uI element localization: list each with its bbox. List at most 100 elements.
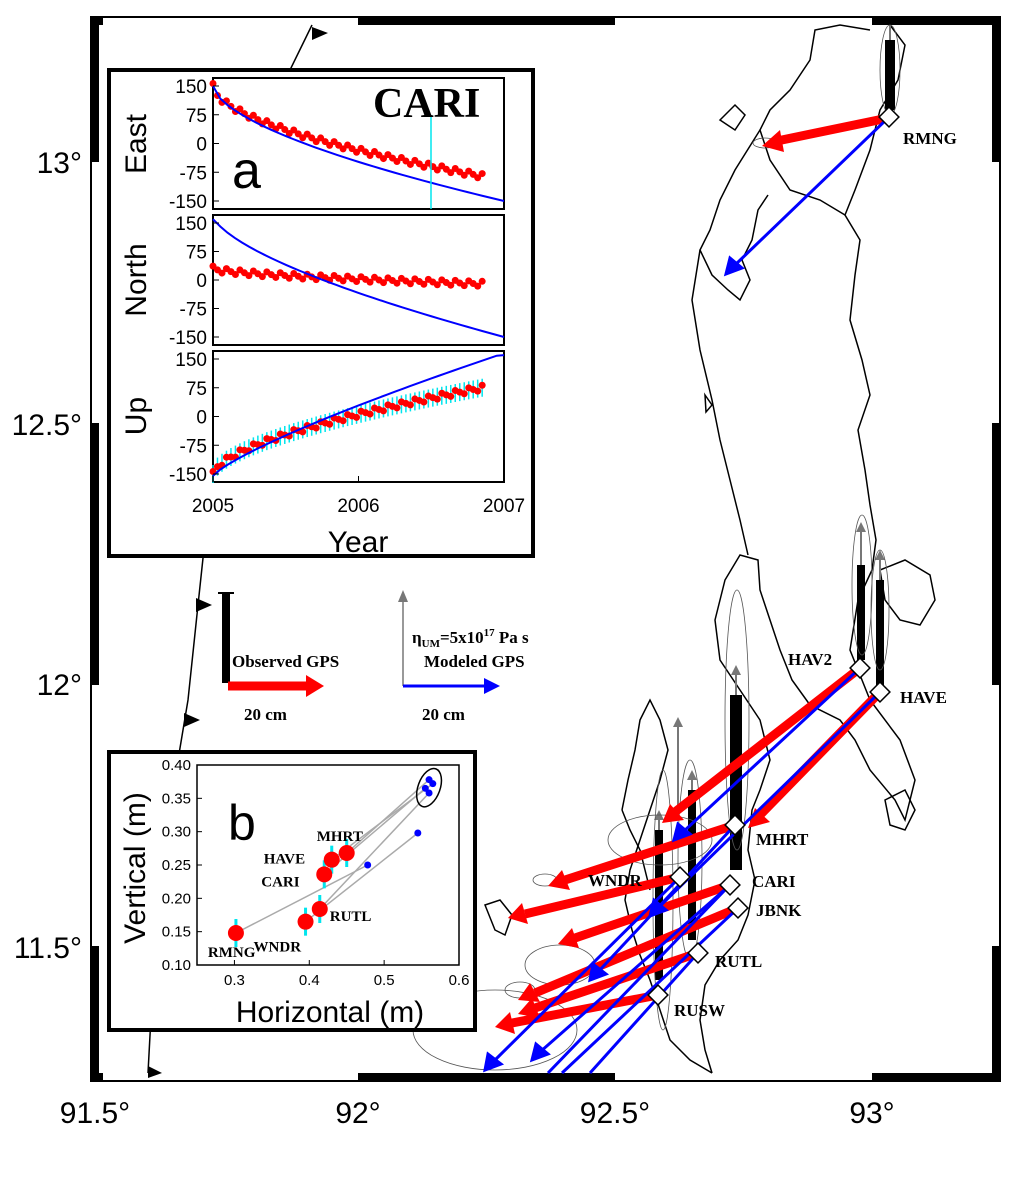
station-markers [647,106,900,1006]
modeled-point [364,861,372,869]
inset-a-obs-point [393,404,401,412]
inset-b-x-tick: 0.3 [224,972,245,989]
north-label: North [120,243,153,316]
inset-a-obs-point [460,171,468,179]
inset-a-y-tick: 150 [175,214,207,235]
east-subplot [212,77,505,210]
inset-a-y-tick: -75 [180,300,207,321]
inset-a-obs-point [339,417,347,425]
inset-a-obs-point [263,117,271,125]
inset-a-obs-point [474,174,482,182]
station-marker [687,942,709,964]
station-label: RMNG [903,129,957,148]
lon-tick: 91.5° [60,1097,130,1130]
vertical-axis-label: Vertical (m) [119,792,152,944]
inset-a-obs-point [474,387,482,395]
station-marker [869,681,891,703]
inset-a-obs-point [433,281,441,289]
inset-a-obs-point [460,282,468,290]
panel-letter-a: a [232,142,261,200]
station-label: HAVE [900,688,947,707]
inset-a-obs-point [406,401,414,409]
thrust-tooth-icon [148,1066,162,1078]
inset-a-obs-point [254,116,262,124]
inset-a-obs-point [353,278,361,286]
station-marker [849,657,871,679]
inset-a-x-tick: 2006 [337,496,379,517]
inset-a-obs-point [281,126,289,134]
inset-a-obs-point [406,280,414,288]
observed-arrow [508,872,682,924]
vertical-bar [876,580,884,690]
legend-observed: Observed GPS 20 cm [218,592,339,724]
coastline [484,24,936,1074]
observed-arrow [518,903,740,1002]
observed-point-label: CARI [261,874,299,890]
observed-point-label: RUTL [330,909,372,925]
observed-arrow [662,664,863,823]
panel-letter-b: b [228,795,256,851]
inset-b-x-tick: 0.6 [449,972,470,989]
inset-a-y-tick: 0 [196,135,207,156]
station-marker [878,106,900,128]
inset-a-obs-point [209,80,217,87]
inset-a-obs-point [447,169,455,177]
inset-a-obs-point [433,395,441,403]
inset-a-obs-point [478,277,486,285]
inset-a-y-tick: 75 [186,379,207,400]
modeled-point [414,829,422,837]
inset-b: 0.3 0.4 0.5 0.6 0.40 0.35 0.30 0.25 0.20 0.15 0.10… [107,750,477,1032]
station-marker [719,874,741,896]
inset-a-obs-point [366,151,374,159]
observed-point [311,901,328,917]
observed-scale: 20 cm [244,705,287,724]
station-label: RUTL [715,952,762,971]
inset-a-obs-point [218,269,226,277]
inset-b-y-tick: 0.30 [162,824,191,841]
inset-a-obs-point [366,410,374,418]
inset-b-y-tick: 0.35 [162,790,191,807]
inset-a-obs-point [420,280,428,288]
inset-a-obs-point [447,392,455,400]
inset-a-obs-point [276,122,284,130]
inset-a-model-line [212,85,505,202]
observed-point [227,925,244,941]
inset-a-obs-point [326,420,334,428]
latitude-labels: 13° 12.5° 12° 11.5° [12,147,82,965]
thrust-tooth-icon [184,713,200,727]
inset-a-ticks: 150750-75-150150750-75-150150750-75-1502… [169,77,525,517]
inset-a-obs-point [478,381,486,389]
inset-a-y-tick: 75 [186,243,207,264]
inset-a-obs-point [366,278,374,286]
inset-a-obs-point [339,277,347,285]
map-frame [90,16,1001,1082]
inset-a-obs-point [393,279,401,287]
modeled-label: Modeled GPS [424,652,525,671]
legend-modeled: ηUM=5x1017 Pa s Modeled GPS 20 cm [398,590,529,724]
inset-b-y-tick: 0.40 [162,757,191,774]
station-marker [727,897,749,919]
observed-arrow [548,820,737,890]
inset-a-obs-point [379,407,387,415]
lat-tick: 12° [37,669,82,702]
year-label: Year [328,526,389,559]
vertical-bar [885,40,895,110]
observed-point-label: WNDR [254,940,302,956]
inset-a-y-tick: 75 [186,106,207,127]
inset-b-y-tick: 0.25 [162,857,191,874]
lon-tick: 92° [335,1097,380,1130]
modeled-scale: 20 cm [422,705,465,724]
legend-vertical-bar [222,593,230,683]
lat-tick: 13° [37,147,82,180]
inset-a-obs-point [267,121,275,129]
station-label: CARI [752,872,796,891]
modeled-point [425,789,433,797]
east-label: East [120,113,153,174]
inset-a-y-tick: 0 [196,271,207,292]
thrust-tooth-icon [196,598,212,612]
inset-a-obs-point [285,274,293,282]
inset-a-x-tick: 2005 [192,496,234,517]
inset-a-obs-point [474,282,482,290]
inset-b-ticks: 0.3 0.4 0.5 0.6 0.40 0.35 0.30 0.25 0.20 0.15 0.10 [162,757,470,989]
